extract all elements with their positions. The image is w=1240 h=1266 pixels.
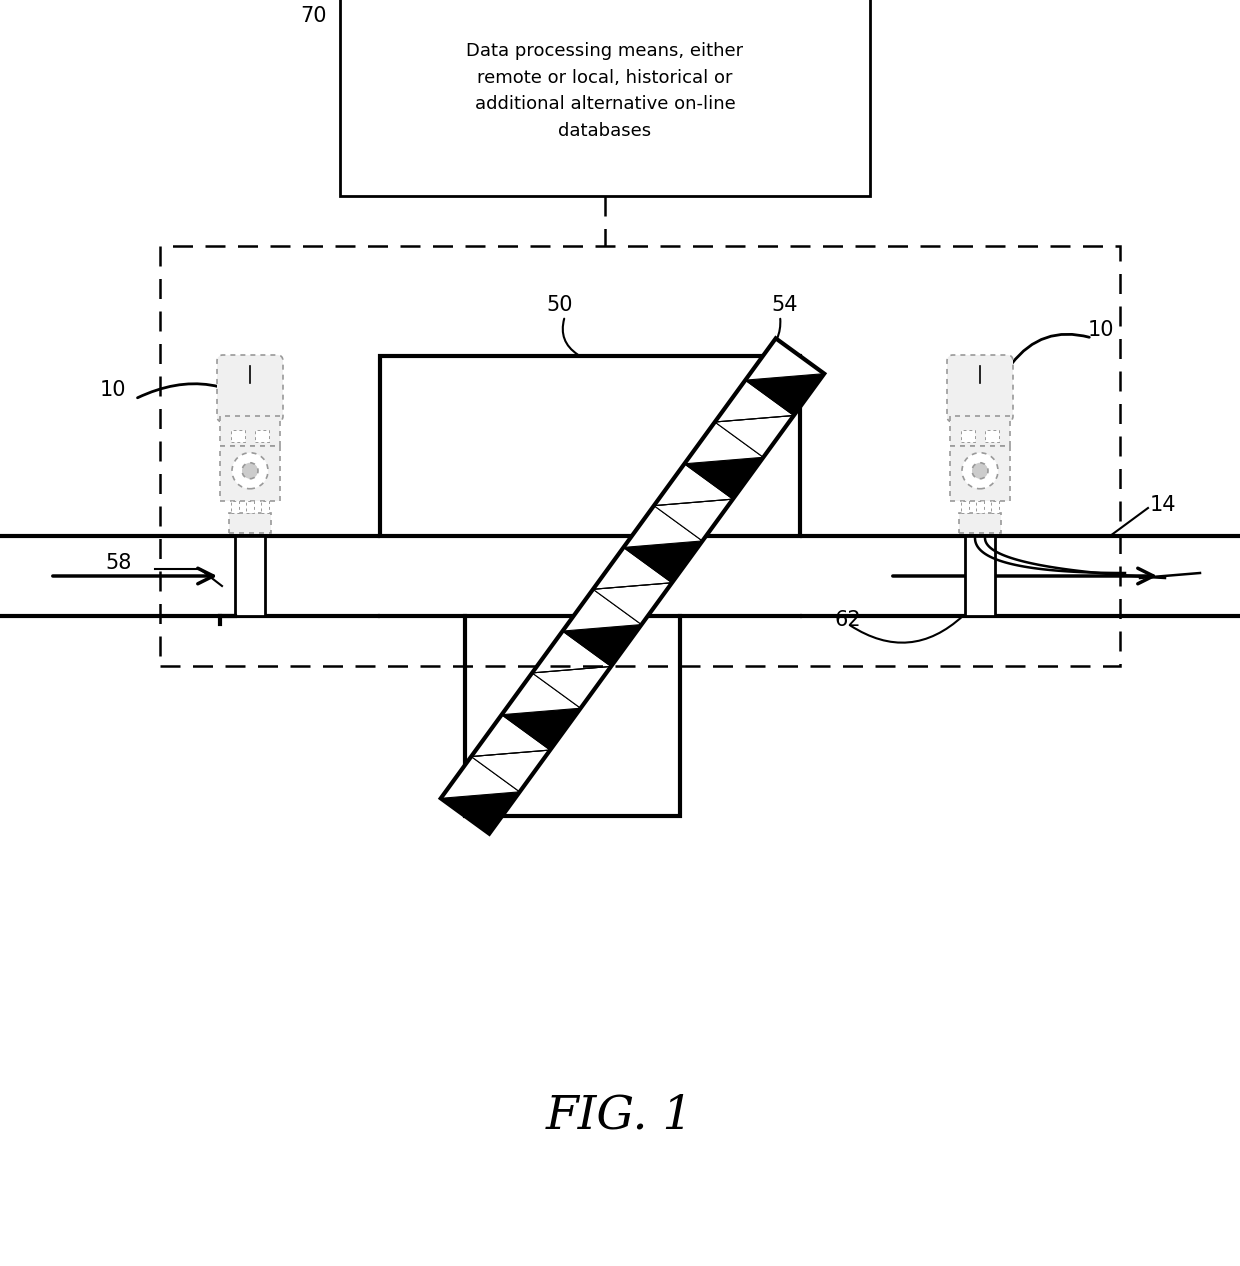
Polygon shape [653,463,733,505]
FancyBboxPatch shape [217,354,283,422]
Bar [231,430,246,442]
Bar [950,446,1011,501]
Circle shape [232,453,268,489]
Bar [340,0,870,196]
Bar [991,501,999,513]
Polygon shape [745,373,825,415]
Polygon shape [624,505,702,547]
Polygon shape [471,715,551,757]
Text: 54: 54 [771,295,799,315]
Text: 50: 50 [547,295,573,315]
Polygon shape [471,749,551,791]
Polygon shape [563,589,641,630]
Bar [985,430,999,442]
Bar [976,501,985,513]
Text: 10: 10 [100,380,126,400]
Polygon shape [684,457,764,499]
Bar [236,536,265,617]
Polygon shape [653,499,733,541]
Polygon shape [440,757,520,799]
Text: FIG. 1: FIG. 1 [546,1094,694,1138]
Text: 62: 62 [835,610,862,630]
Polygon shape [440,791,520,833]
Bar [965,536,994,617]
Circle shape [242,463,258,479]
Text: 58: 58 [105,553,131,573]
Text: Data processing means, either
remote or local, historical or
additional alternat: Data processing means, either remote or … [466,42,744,139]
Polygon shape [532,630,611,674]
Bar [229,513,272,533]
Polygon shape [532,666,611,708]
Bar [950,417,1011,446]
Bar [219,417,280,446]
Circle shape [962,453,998,489]
Polygon shape [440,338,825,833]
Bar [219,446,280,501]
Bar [465,617,680,817]
Polygon shape [624,541,702,582]
Bar [231,501,239,513]
Text: 14: 14 [1149,495,1177,515]
Circle shape [972,463,988,479]
Text: 10: 10 [1087,320,1115,341]
Polygon shape [563,624,641,666]
Bar [961,430,975,442]
Bar [961,501,968,513]
Text: 70: 70 [300,6,326,27]
FancyBboxPatch shape [947,354,1013,422]
Polygon shape [745,338,825,380]
Bar [959,513,1001,533]
Polygon shape [593,547,672,589]
Polygon shape [714,380,794,422]
Bar [246,501,254,513]
Bar [255,430,269,442]
Bar [260,501,269,513]
Polygon shape [714,415,794,457]
Polygon shape [502,674,580,715]
Bar [379,356,800,536]
Bar [160,246,1120,666]
Polygon shape [593,582,672,624]
Polygon shape [502,708,580,749]
Polygon shape [684,422,764,463]
